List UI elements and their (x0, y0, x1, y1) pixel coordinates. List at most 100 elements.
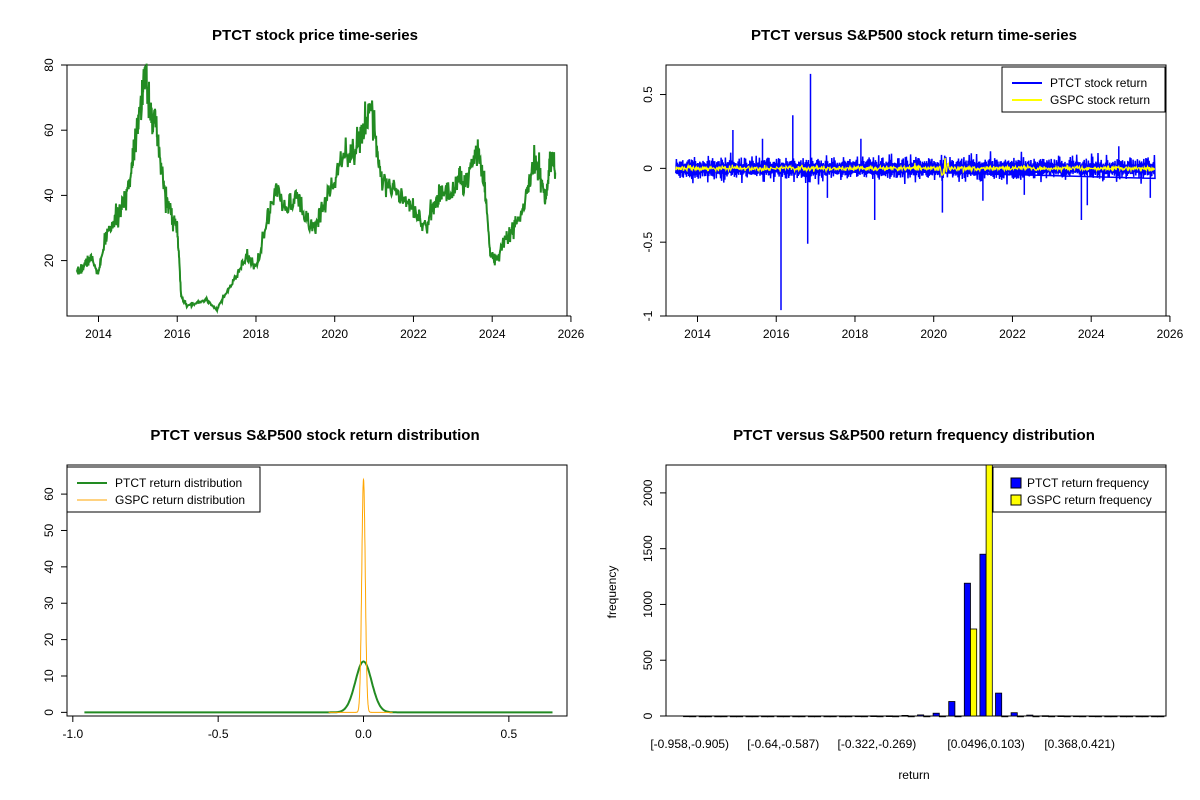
gspc-frequency-bar (767, 715, 775, 718)
density-y-tick-label: 50 (42, 523, 56, 537)
frequency-x-tick-label: [-0.322,-0.269) (838, 737, 917, 751)
return-y-tick-label: -0.5 (641, 232, 655, 253)
gspc-frequency-bar (720, 715, 728, 718)
ptct-frequency-bar (1135, 715, 1143, 718)
price-y-tick-label: 60 (42, 123, 56, 137)
frequency-y-tick-label: 0 (641, 712, 655, 719)
density-y-tick-label: 30 (42, 596, 56, 610)
return-x-tick-label: 2026 (1157, 327, 1184, 341)
gspc-frequency-bar (1094, 715, 1102, 718)
density-y-tick-label: 20 (42, 633, 56, 647)
gspc-frequency-bar (845, 715, 853, 718)
frequency-y-tick-label: 2000 (641, 479, 655, 506)
ptct-frequency-bar (1119, 715, 1127, 718)
return-legend (1001, 66, 1166, 113)
ptct-frequency-bar (948, 701, 956, 717)
return-legend-entry: GSPC stock return (1050, 93, 1150, 107)
frequency-x-tick-label: [-0.64,-0.587) (747, 737, 819, 751)
gspc-frequency-bar (1048, 715, 1056, 718)
gspc-frequency-bar (892, 715, 900, 718)
price-timeseries-panel: PTCT stock price time-series 2014 2016 201… (42, 27, 585, 341)
ptct-frequency-bar (792, 715, 800, 718)
ptct-frequency-bar (1041, 715, 1049, 717)
ptct-frequency-bar (698, 715, 706, 718)
legend-box-swatch (1010, 494, 1022, 506)
ptct-frequency-bar (917, 714, 925, 717)
ptct-frequency-bar (963, 582, 971, 717)
gspc-frequency-bar (1032, 715, 1040, 718)
density-x-tick-label: 0.0 (355, 727, 372, 741)
gspc-frequency-bar (1001, 715, 1009, 718)
density-y-tick-label: 40 (42, 560, 56, 574)
frequency-x-tick-label: [0.368,0.421) (1044, 737, 1115, 751)
price-y-tick-label: 40 (42, 188, 56, 202)
gspc-frequency-bar (907, 715, 915, 718)
return-y-tick-label: 0 (641, 165, 655, 172)
gspc-frequency-bar (1079, 715, 1087, 718)
density-legend-entry: GSPC return distribution (115, 493, 245, 507)
distribution-chart-title: PTCT versus S&P500 stock return distribu… (150, 427, 479, 444)
gspc-frequency-bar (814, 715, 822, 718)
ptct-frequency-bar (1088, 715, 1096, 718)
ptct-frequency-bar (761, 715, 769, 718)
gspc-frequency-bar (1157, 715, 1165, 718)
ptct-frequency-bar (1073, 715, 1081, 718)
gspc-frequency-bar (736, 715, 744, 718)
gspc-frequency-bar (1110, 715, 1118, 718)
ptct-frequency-bar (1057, 715, 1065, 717)
gspc-frequency-bar (1141, 715, 1149, 718)
gspc-frequency-bar (860, 715, 868, 718)
ptct-frequency-bar (683, 715, 691, 718)
gspc-frequency-bar (985, 464, 993, 717)
frequency-legend-entry: PTCT return frequency (1027, 476, 1149, 490)
ptct-frequency-bar (729, 715, 737, 718)
gspc-return-line (675, 157, 1155, 177)
price-series-line (75, 63, 557, 315)
density-y-tick-label: 10 (42, 669, 56, 683)
frequency-y-axis-label: frequency (605, 566, 619, 619)
gspc-frequency-bar (798, 715, 806, 718)
density-legend-entry: PTCT return distribution (115, 476, 242, 490)
ptct-frequency-bar (776, 715, 784, 718)
return-x-tick-label: 2018 (842, 327, 869, 341)
gspc-frequency-bar (782, 715, 790, 718)
density-y-tick-label: 60 (42, 487, 56, 501)
return-x-tick-label: 2016 (763, 327, 790, 341)
price-x-tick-label: 2026 (558, 327, 585, 341)
gspc-density-curve (328, 477, 393, 713)
return-x-tick-label: 2020 (920, 327, 947, 341)
price-x-tick-label: 2016 (164, 327, 191, 341)
gspc-frequency-bar (1063, 715, 1071, 718)
ptct-frequency-bar (714, 715, 722, 718)
density-x-tick-label: -0.5 (208, 727, 229, 741)
ptct-frequency-bar (901, 715, 909, 717)
ptct-frequency-bar (1104, 715, 1112, 718)
frequency-legend-entry: GSPC return frequency (1027, 493, 1152, 507)
gspc-frequency-bar (876, 715, 884, 718)
density-y-tick-label: 0 (42, 709, 56, 716)
gspc-frequency-bar (751, 715, 759, 718)
gspc-frequency-bar (923, 715, 931, 718)
return-timeseries-panel: PTCT versus S&P500 stock return time-ser… (641, 27, 1184, 341)
density-x-tick-label: 0.5 (501, 727, 518, 741)
return-legend-entry: PTCT stock return (1050, 76, 1147, 90)
ptct-frequency-bar (1010, 712, 1018, 717)
price-x-tick-label: 2018 (243, 327, 270, 341)
frequency-legend (992, 466, 1167, 513)
price-y-tick-label: 20 (42, 254, 56, 268)
ptct-density-curve (84, 660, 553, 714)
price-x-tick-label: 2020 (321, 327, 348, 341)
frequency-y-tick-label: 1500 (641, 535, 655, 562)
frequency-y-tick-label: 500 (641, 650, 655, 670)
frequency-chart-title: PTCT versus S&P500 return frequency dist… (733, 427, 1095, 444)
gspc-frequency-bar (1126, 715, 1134, 718)
price-y-tick-label: 80 (42, 58, 56, 72)
ptct-frequency-bar (745, 715, 753, 718)
gspc-frequency-bar (1016, 715, 1024, 718)
ptct-frequency-bar (823, 715, 831, 718)
ptct-frequency-bar (807, 715, 815, 718)
gspc-frequency-bar (938, 715, 946, 718)
ptct-frequency-bar (839, 715, 847, 718)
gspc-frequency-bar (704, 715, 712, 718)
gspc-frequency-bar (829, 715, 837, 718)
